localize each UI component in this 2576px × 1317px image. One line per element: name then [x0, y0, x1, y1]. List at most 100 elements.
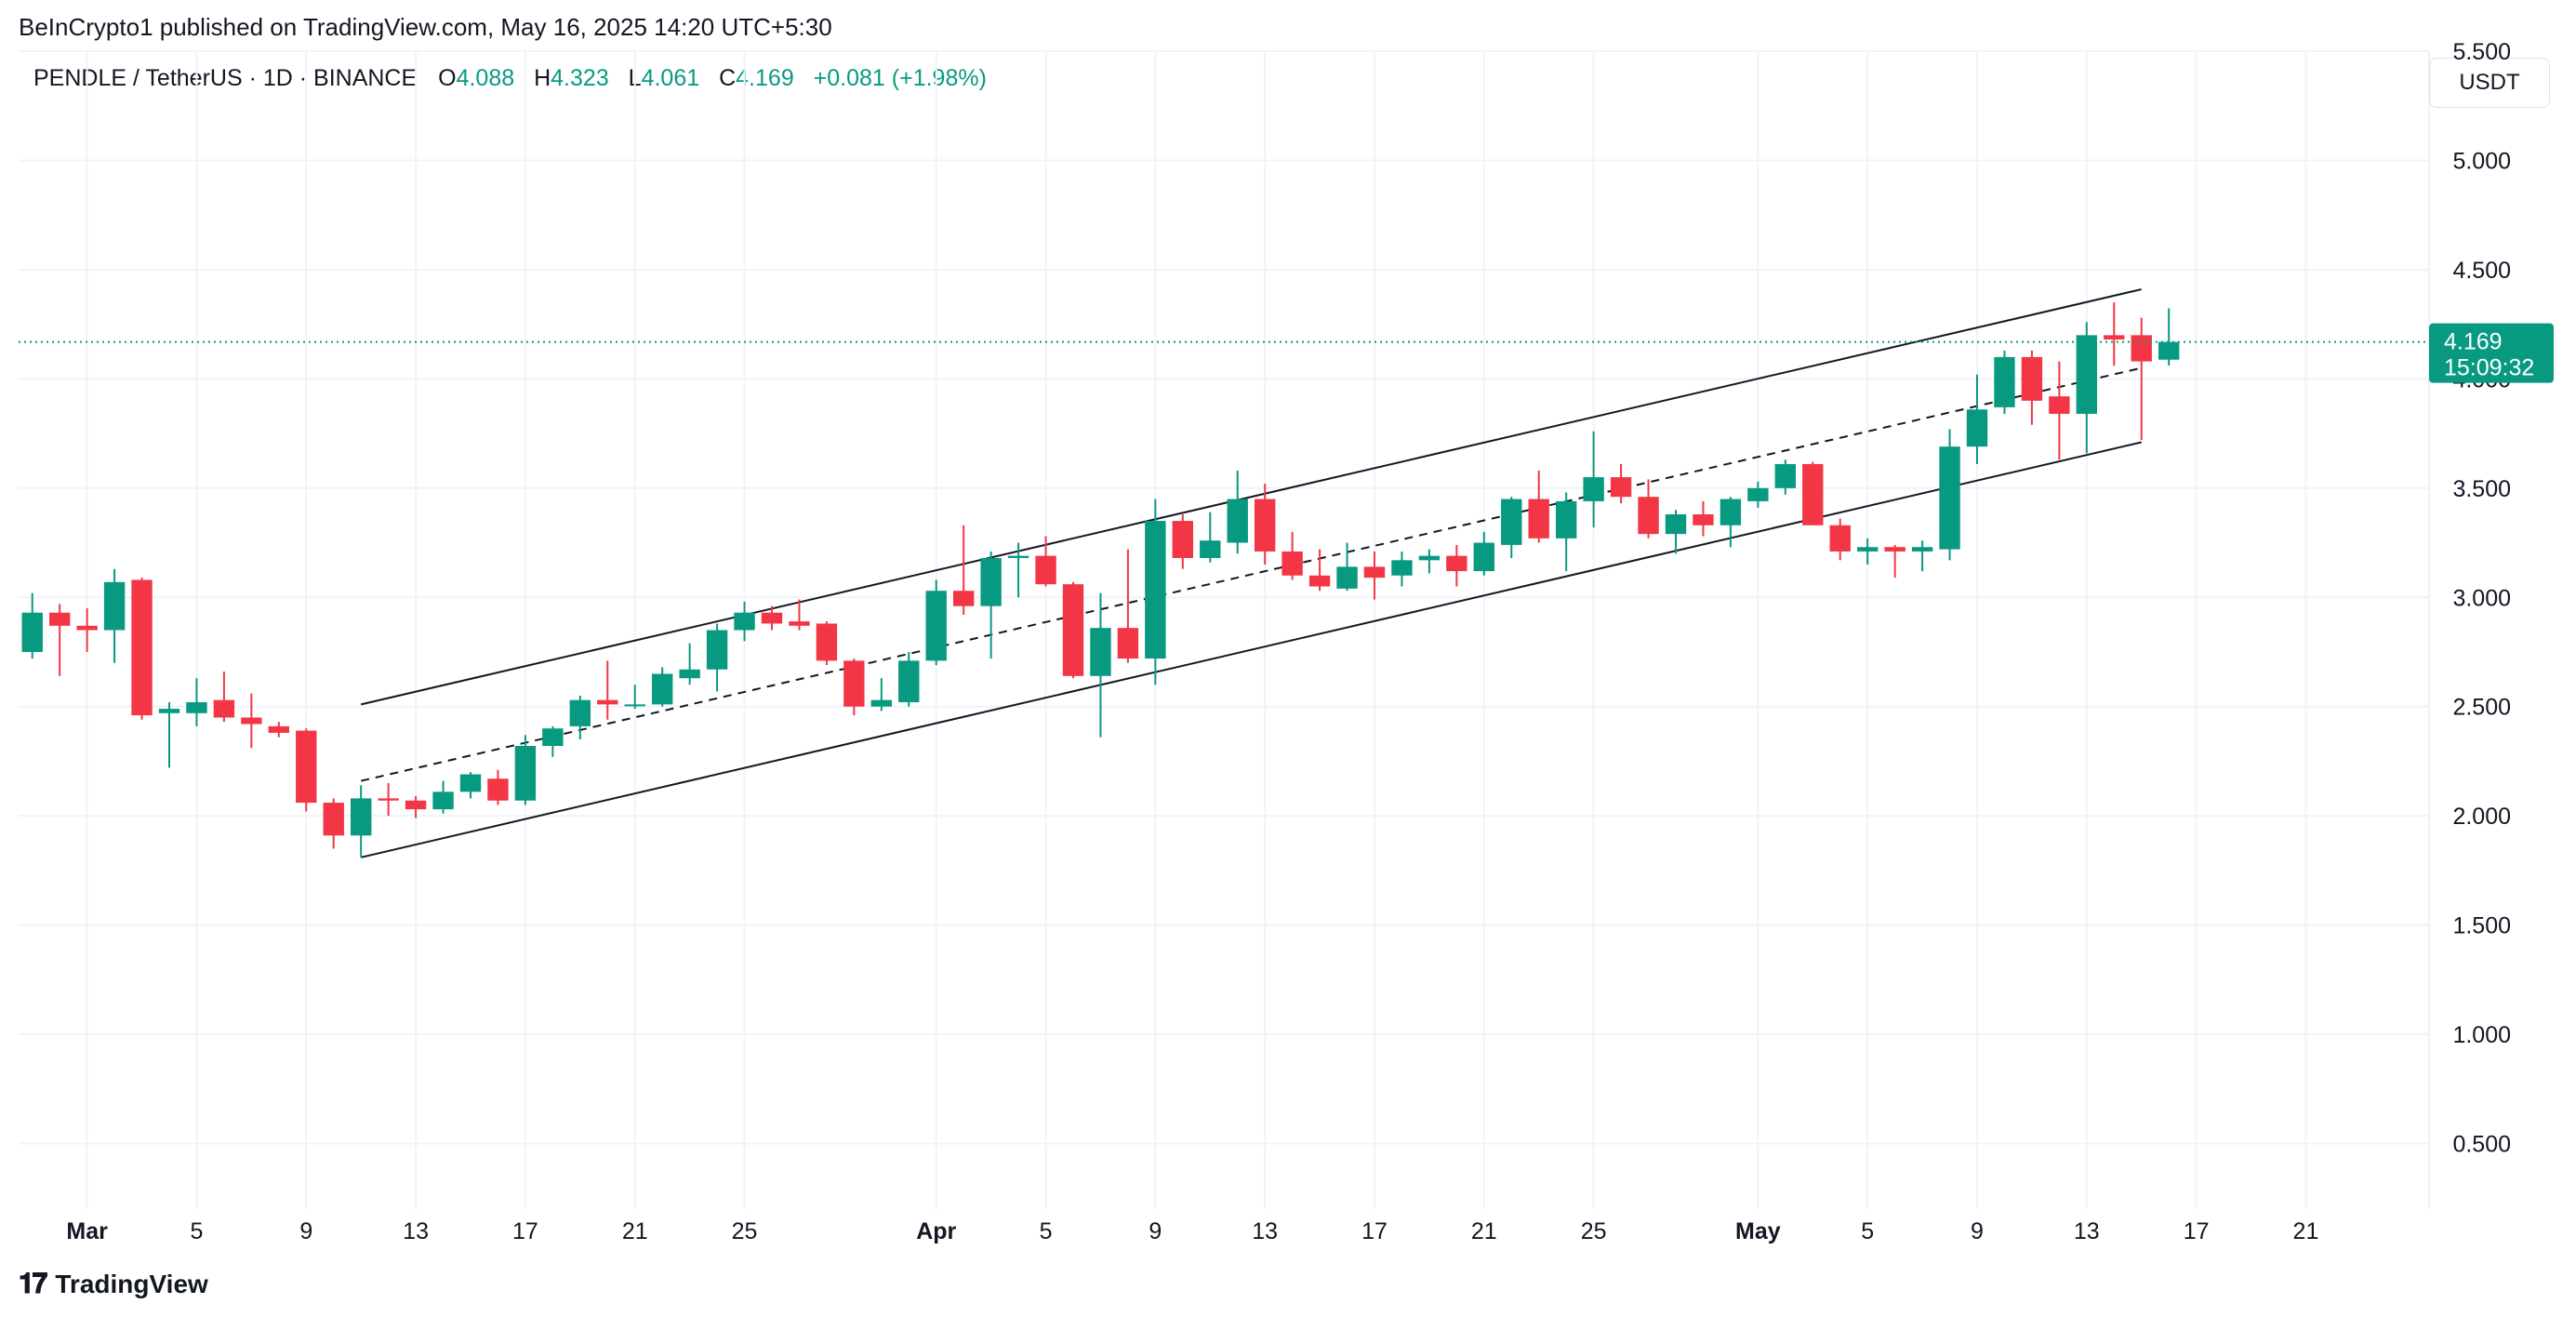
candle [1911, 540, 1933, 572]
candle [131, 578, 153, 720]
candle-body [21, 612, 43, 652]
time-tick-label: 5 [1040, 1218, 1053, 1244]
candle-body [1665, 514, 1687, 535]
candle [487, 769, 509, 805]
candle [268, 722, 290, 738]
candle [1583, 431, 1604, 528]
candle-body [651, 673, 673, 705]
price-tick-label: 1.500 [2452, 913, 2511, 939]
time-tick-label: 9 [1971, 1218, 1984, 1244]
candle [843, 658, 865, 716]
candle-body [761, 612, 783, 624]
time-tick-label: 17 [2184, 1218, 2210, 1244]
candle [405, 796, 427, 818]
candle-body [980, 557, 1002, 606]
candle-body [1007, 555, 1029, 558]
candle [789, 599, 810, 631]
tradingview-logo-icon: 𝟏𝟕 [19, 1269, 47, 1299]
candle-body [48, 612, 71, 626]
candle [925, 579, 947, 666]
time-tick-label: 21 [622, 1218, 648, 1244]
candle-body [1966, 409, 1988, 447]
candle [2021, 350, 2043, 425]
symbol-name[interactable]: PENDLE / TetherUS · 1D · BINANCE [33, 65, 418, 91]
candle [679, 643, 700, 685]
candle [898, 651, 920, 707]
candle [2049, 361, 2070, 460]
candle [1418, 549, 1441, 574]
time-tick-label: Apr [916, 1218, 956, 1244]
time-tick-label: 17 [1361, 1218, 1388, 1244]
candle-body [1035, 555, 1056, 585]
time-tick-label: 17 [512, 1218, 538, 1244]
candle [980, 551, 1002, 659]
candle-body [186, 702, 207, 713]
tradingview-logo[interactable]: 𝟏𝟕 TradingView [19, 1269, 208, 1300]
candle [1774, 459, 1797, 495]
price-tick-label: 4.500 [2452, 258, 2511, 284]
candle-body [1145, 521, 1166, 659]
candle [432, 780, 454, 814]
candle-body [925, 591, 947, 661]
candle [213, 672, 235, 723]
candle-body [898, 660, 920, 703]
low-value: 4.061 [641, 65, 700, 91]
candle [2076, 322, 2098, 454]
candle [597, 660, 618, 720]
candle [1939, 429, 1960, 561]
candle-body [2158, 341, 2180, 360]
channel-lines [360, 288, 2142, 858]
time-tick-label: 13 [1252, 1218, 1278, 1244]
candle-body [1774, 463, 1797, 488]
candle-body [1802, 463, 1824, 525]
candle [514, 735, 537, 805]
candle [1007, 542, 1029, 598]
candle [1528, 471, 1549, 543]
close-label: C [719, 65, 737, 91]
price-tick-label: 3.500 [2452, 476, 2511, 502]
grid-lines [19, 50, 2429, 1209]
candle-body [1829, 525, 1851, 552]
last-price-badge: 4.169 15:09:32 [2429, 323, 2554, 383]
candle [1884, 544, 1905, 579]
candle [870, 678, 893, 712]
candle [1391, 551, 1413, 587]
candle-body [103, 581, 126, 631]
time-tick-label: 25 [1581, 1218, 1607, 1244]
price-tick-label: 2.500 [2452, 695, 2511, 721]
candle [761, 605, 783, 631]
candle [1336, 542, 1358, 592]
candle [1172, 514, 1194, 569]
candle-body [1884, 547, 1905, 552]
candle [1665, 510, 1687, 554]
candle [323, 798, 344, 849]
candle-body [405, 800, 427, 810]
candle-body [816, 623, 838, 661]
candle-body [624, 704, 645, 707]
currency-button[interactable]: USDT [2429, 58, 2550, 108]
candle-body [1583, 477, 1604, 501]
candle-body [158, 709, 180, 713]
candle-body [2076, 335, 2098, 414]
candle-body [789, 621, 810, 626]
candle-body [350, 798, 372, 836]
candle-body [734, 612, 755, 631]
candle-body [296, 730, 317, 804]
channel-line-lower [360, 441, 2142, 858]
time-tick-label: 25 [732, 1218, 758, 1244]
candle-body [1254, 499, 1276, 552]
change-value: +0.081 (+1.98%) [813, 65, 987, 91]
candle-body [679, 669, 700, 679]
candle [1638, 479, 1659, 539]
candle [378, 782, 399, 817]
candle [1994, 350, 2015, 414]
candle-body [1638, 497, 1659, 535]
candle [706, 623, 728, 692]
open-value: 4.088 [456, 65, 515, 91]
candle [1363, 551, 1386, 600]
candle [2131, 317, 2152, 441]
time-tick-label: 5 [191, 1218, 204, 1244]
candle-body [1446, 555, 1467, 572]
candle-body [569, 699, 591, 726]
